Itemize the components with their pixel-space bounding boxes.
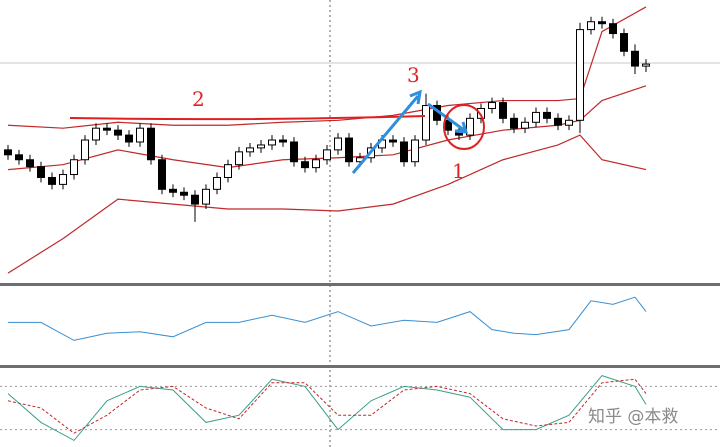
candle-body xyxy=(246,147,254,153)
candle-body xyxy=(92,127,100,141)
candle-body xyxy=(15,154,23,161)
candle-body xyxy=(257,144,265,149)
candle-body xyxy=(411,139,419,163)
candle-body xyxy=(290,141,298,163)
candle-body xyxy=(466,117,474,136)
line xyxy=(7,378,647,434)
candle-body xyxy=(59,174,67,185)
candle-body xyxy=(598,21,606,25)
layers: 2 3 1 xyxy=(0,6,720,442)
candle-body xyxy=(532,111,540,123)
candle-body xyxy=(125,134,133,143)
line xyxy=(7,6,647,129)
candle-body xyxy=(631,50,639,67)
annotation: 2 xyxy=(192,87,205,111)
candle-body xyxy=(510,117,518,129)
candle-body xyxy=(180,191,188,196)
line xyxy=(7,134,647,274)
candle-body xyxy=(323,149,331,161)
candle-body xyxy=(191,194,199,205)
candle-body xyxy=(609,23,617,35)
annotation: 1 xyxy=(452,159,465,183)
watermark: 知乎 @本救 xyxy=(588,407,678,427)
arrow xyxy=(351,89,422,174)
candle-body xyxy=(70,159,78,176)
line xyxy=(7,375,647,442)
candle-body xyxy=(224,164,232,178)
candle-body xyxy=(147,127,155,161)
candle-body xyxy=(488,102,496,109)
candle-body xyxy=(235,151,243,166)
candle-body xyxy=(620,33,628,52)
candle-body xyxy=(279,139,287,143)
candle-body xyxy=(202,188,210,205)
candle-body xyxy=(499,102,507,119)
candle-body xyxy=(521,121,529,129)
candle-body xyxy=(345,137,353,163)
candle-body xyxy=(81,139,89,161)
annotation: 3 xyxy=(407,63,420,87)
candle-body xyxy=(158,159,166,190)
candle-body xyxy=(169,188,177,193)
candle-body xyxy=(400,141,408,163)
candle-body xyxy=(576,29,584,121)
candle-body xyxy=(213,176,221,190)
candle-body xyxy=(389,139,397,143)
candle-body xyxy=(334,137,342,151)
candle-body xyxy=(48,176,56,185)
candle-body xyxy=(554,117,562,126)
candle-body xyxy=(642,63,650,67)
candle-body xyxy=(114,129,122,136)
candle-body xyxy=(26,159,34,168)
panel-separator xyxy=(0,365,720,368)
candle-body xyxy=(543,111,551,119)
circle-mark xyxy=(443,104,485,150)
candle-body xyxy=(422,105,430,141)
candle-body xyxy=(37,166,45,178)
candle-body xyxy=(136,127,144,143)
candle-body xyxy=(301,161,309,169)
resistance-stroke xyxy=(69,115,426,121)
candle-body xyxy=(103,127,111,131)
candle-body xyxy=(4,149,12,156)
candle-body xyxy=(477,107,485,119)
panel-separator xyxy=(0,283,720,286)
candle-body xyxy=(565,119,573,126)
candle-body xyxy=(268,139,276,146)
candle-body xyxy=(312,159,320,169)
candle-body xyxy=(587,21,595,31)
line xyxy=(8,296,647,341)
